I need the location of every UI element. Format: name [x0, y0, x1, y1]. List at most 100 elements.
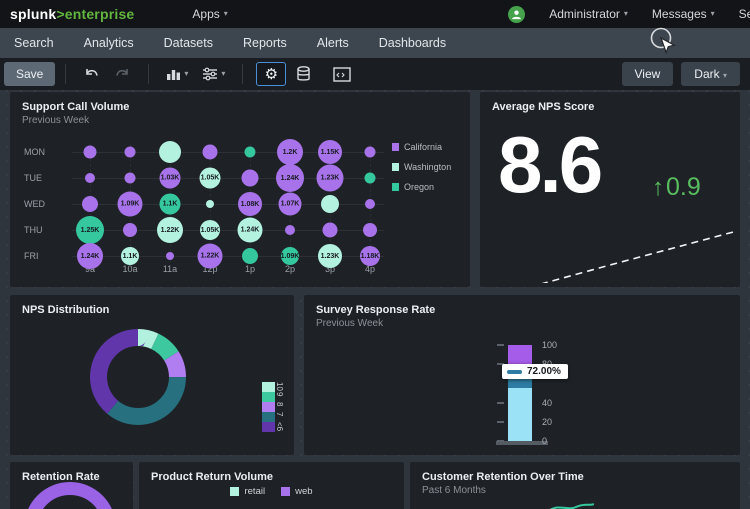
- settings-label: Settings: [738, 7, 750, 21]
- apps-menu[interactable]: Apps ▾: [192, 7, 227, 21]
- x-axis-label: 12p: [202, 264, 218, 274]
- legend-swatch: [230, 487, 240, 496]
- chart-type-icon: [167, 70, 181, 80]
- panel-nps-distribution[interactable]: NPS Distribution 10 9 8 7 <6: [10, 295, 294, 455]
- panel-support-call-volume[interactable]: Support Call Volume Previous Week 9a 10a 1…: [10, 92, 470, 287]
- x-axis-label: 3p: [324, 264, 336, 274]
- bubble: [123, 223, 137, 237]
- settings-menu[interactable]: Settings: [739, 7, 750, 21]
- legend-label: retail: [244, 486, 266, 497]
- gauge-tick-label: 0: [542, 436, 548, 446]
- legend-swatch: [392, 183, 399, 191]
- panel-survey-response-rate[interactable]: Survey Response Rate Previous Week 10080…: [304, 295, 740, 455]
- undo-button[interactable]: [76, 62, 107, 86]
- bubble: 1.09K: [281, 247, 299, 265]
- legend-swatch: [281, 487, 291, 496]
- gauge-value-marker: 72.00%: [502, 364, 568, 379]
- topbar-right-group: Administrator ▾ Messages ▾ Settings: [508, 0, 750, 28]
- administrator-label: Administrator: [549, 7, 620, 21]
- bubble: 1.05K: [200, 220, 220, 240]
- x-axis-label: 9a: [84, 264, 96, 274]
- bubble-chart: 9a 10a 11a 12p 1p 2p 3p 4p MON TUE WED THU FRI 1.2K 1.…: [10, 92, 470, 287]
- gauge-band: [508, 388, 532, 441]
- bubble: [321, 195, 339, 213]
- bubble: 1.22K: [157, 217, 183, 243]
- bubble: [242, 248, 258, 264]
- panel-product-return-volume[interactable]: Product Return Volume retail web: [139, 462, 404, 509]
- bubble: 1.18K: [360, 246, 380, 266]
- bubble: [85, 173, 95, 183]
- bubble: 1.24K: [237, 217, 263, 243]
- legend-label: 8: [275, 402, 284, 407]
- donut-segment: [90, 329, 186, 425]
- panel-subtitle: Previous Week: [316, 318, 384, 329]
- view-source-button[interactable]: [326, 62, 358, 86]
- bubble: [363, 223, 377, 237]
- chevron-down-icon: ▾: [221, 69, 226, 78]
- legend-item: Oregon: [392, 182, 434, 192]
- save-button[interactable]: Save: [4, 62, 56, 86]
- user-avatar[interactable]: [508, 5, 526, 23]
- bubble: [124, 146, 136, 158]
- legend-swatch: [262, 402, 275, 412]
- gauge-tick-mark: [497, 420, 504, 423]
- grid-line: [72, 204, 384, 205]
- x-axis-label: 2p: [284, 264, 296, 274]
- bubble: [166, 252, 174, 260]
- y-axis-label: WED: [24, 199, 45, 209]
- bubble: 1.2K: [277, 139, 303, 165]
- bubble: 1.05K: [199, 167, 221, 189]
- bubble: [322, 222, 338, 238]
- bubble: [365, 199, 375, 209]
- add-chart-button[interactable]: ▾: [159, 62, 195, 86]
- bubble: 1.1K: [159, 193, 181, 215]
- nav-item-datasets[interactable]: Datasets: [163, 36, 213, 50]
- x-axis-label: 1p: [244, 264, 256, 274]
- toolbar-divider: [148, 64, 150, 84]
- legend-swatch: [262, 422, 275, 432]
- mouse-cursor: [650, 27, 676, 55]
- undo-icon: [86, 69, 99, 76]
- chevron-down-icon: ▾: [623, 9, 628, 18]
- donut-chart: [90, 329, 186, 425]
- nav-item-dashboards[interactable]: Dashboards: [378, 36, 447, 50]
- configuration-button-active[interactable]: ⚙: [256, 62, 287, 86]
- toolbar-divider: [65, 64, 67, 84]
- legend-label: Washington: [404, 162, 452, 172]
- legend-label: Oregon: [404, 182, 435, 192]
- nav-item-search[interactable]: Search: [14, 36, 54, 50]
- x-axis-label: 4p: [364, 264, 376, 274]
- splunk-logo[interactable]: splunk>enterprise: [10, 6, 134, 22]
- view-button[interactable]: View: [621, 62, 674, 86]
- x-axis-label: 11a: [162, 264, 178, 274]
- bubble: 1.24K: [276, 164, 304, 192]
- x-axis-label: 10a: [122, 264, 138, 274]
- nav-item-analytics[interactable]: Analytics: [83, 36, 134, 50]
- administrator-menu[interactable]: Administrator ▾: [549, 7, 628, 21]
- data-sources-button[interactable]: [289, 62, 318, 86]
- theme-select-button[interactable]: Dark ▾: [681, 62, 740, 86]
- legend-item: Washington: [392, 162, 451, 172]
- redo-button[interactable]: [107, 62, 138, 86]
- chevron-down-icon: ▾: [184, 69, 189, 78]
- nav-item-reports[interactable]: Reports: [242, 36, 287, 50]
- nav-item-alerts[interactable]: Alerts: [316, 36, 349, 50]
- panel-customer-retention[interactable]: Customer Retention Over Time Past 6 Mont…: [410, 462, 740, 509]
- retention-donut-arc: [24, 482, 116, 509]
- bubble: [206, 200, 214, 208]
- panel-average-nps-score[interactable]: Average NPS Score 8.6 ↑ 0.9: [480, 92, 740, 287]
- messages-menu[interactable]: Messages ▾: [652, 7, 715, 21]
- bubble: [364, 146, 376, 158]
- bubble: 1.24K: [77, 243, 103, 269]
- legend-swatch: [262, 382, 275, 392]
- logo-gt-glyph: >: [56, 6, 65, 22]
- gauge-tick-label: 20: [542, 416, 553, 427]
- panel-retention-rate[interactable]: Retention Rate: [10, 462, 133, 509]
- gauge-band: [508, 345, 532, 365]
- add-input-button[interactable]: ▾: [195, 62, 232, 86]
- gauge-value-label: 72.00%: [527, 366, 561, 377]
- grid-line: [72, 256, 384, 257]
- redo-icon: [116, 69, 129, 76]
- returns-legend: retail web: [139, 486, 404, 497]
- main-nav-bar: Search Analytics Datasets Reports Alerts…: [0, 28, 750, 58]
